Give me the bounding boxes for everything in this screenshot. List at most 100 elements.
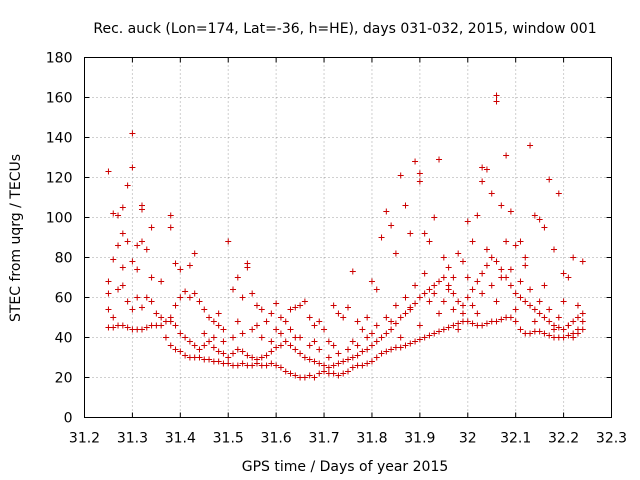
data-point xyxy=(373,338,380,345)
data-point xyxy=(474,278,481,285)
data-point xyxy=(115,286,122,293)
data-point xyxy=(551,246,558,253)
data-point xyxy=(301,374,308,381)
data-point xyxy=(512,306,519,313)
data-point xyxy=(158,314,165,321)
data-point xyxy=(464,294,471,301)
data-point xyxy=(445,324,452,331)
data-point xyxy=(354,352,361,359)
data-point xyxy=(512,290,519,297)
data-point xyxy=(469,302,476,309)
data-point xyxy=(531,318,538,325)
data-point xyxy=(110,314,117,321)
data-point xyxy=(536,328,543,335)
grid-lines xyxy=(84,57,612,418)
data-point xyxy=(392,320,399,327)
data-point xyxy=(483,320,490,327)
data-point xyxy=(392,250,399,257)
data-point xyxy=(440,326,447,333)
data-point xyxy=(560,334,567,341)
data-point xyxy=(507,266,514,273)
data-point xyxy=(230,334,237,341)
data-point xyxy=(527,142,534,149)
data-point xyxy=(287,342,294,349)
data-point xyxy=(277,342,284,349)
data-point xyxy=(373,286,380,293)
data-point xyxy=(191,250,198,257)
data-point xyxy=(354,342,361,349)
data-point xyxy=(263,352,270,359)
data-point xyxy=(134,266,141,273)
data-point xyxy=(119,204,126,211)
data-point xyxy=(546,318,553,325)
data-point xyxy=(421,334,428,341)
data-point xyxy=(531,306,538,313)
x-tick-label: 32 xyxy=(459,431,477,447)
data-point xyxy=(388,318,395,325)
data-point xyxy=(378,234,385,241)
x-tick-label: 32.3 xyxy=(596,431,627,447)
data-point xyxy=(531,212,538,219)
data-point xyxy=(455,320,462,327)
data-point xyxy=(555,314,562,321)
y-tick-label: 140 xyxy=(46,131,73,147)
data-point xyxy=(206,356,213,363)
data-point xyxy=(546,332,553,339)
x-tick-label: 31.3 xyxy=(117,431,148,447)
data-point xyxy=(301,298,308,305)
data-points xyxy=(105,92,586,381)
data-point xyxy=(239,294,246,301)
data-point xyxy=(488,190,495,197)
data-point xyxy=(445,264,452,271)
data-point xyxy=(134,242,141,249)
data-point xyxy=(479,164,486,171)
data-point xyxy=(273,362,280,369)
data-point xyxy=(311,358,318,365)
data-point xyxy=(258,306,265,313)
data-point xyxy=(191,290,198,297)
data-point xyxy=(316,346,323,353)
data-point xyxy=(388,346,395,353)
data-point xyxy=(517,278,524,285)
data-point xyxy=(268,360,275,367)
data-point xyxy=(345,368,351,375)
data-point xyxy=(311,322,318,329)
data-point xyxy=(474,212,481,219)
data-point xyxy=(574,314,581,321)
data-point xyxy=(340,358,347,365)
data-point xyxy=(258,354,265,361)
data-point xyxy=(282,318,289,325)
data-point xyxy=(273,344,280,351)
data-point xyxy=(383,314,390,321)
data-point xyxy=(330,362,337,369)
data-point xyxy=(555,190,562,197)
data-point xyxy=(148,224,155,231)
data-point xyxy=(167,342,174,349)
data-point xyxy=(421,290,428,297)
data-point xyxy=(349,268,356,275)
data-point xyxy=(297,350,304,357)
data-point xyxy=(459,310,466,317)
data-point xyxy=(527,330,534,337)
data-point xyxy=(359,348,366,355)
data-point xyxy=(215,310,222,317)
data-point xyxy=(119,230,126,237)
data-point xyxy=(311,374,318,381)
data-point xyxy=(186,338,193,345)
data-point xyxy=(498,274,505,281)
data-point xyxy=(177,348,184,355)
data-point xyxy=(397,314,404,321)
data-point xyxy=(282,368,289,375)
data-point xyxy=(536,298,543,305)
data-point xyxy=(546,176,553,183)
data-point xyxy=(368,278,375,285)
data-point xyxy=(402,342,409,349)
data-point xyxy=(277,314,284,321)
data-point xyxy=(172,302,179,309)
data-point xyxy=(177,294,184,301)
data-point xyxy=(416,336,423,343)
y-tick-label: 160 xyxy=(46,91,73,107)
data-point xyxy=(234,362,241,369)
data-point xyxy=(555,324,562,331)
data-point xyxy=(115,242,122,249)
